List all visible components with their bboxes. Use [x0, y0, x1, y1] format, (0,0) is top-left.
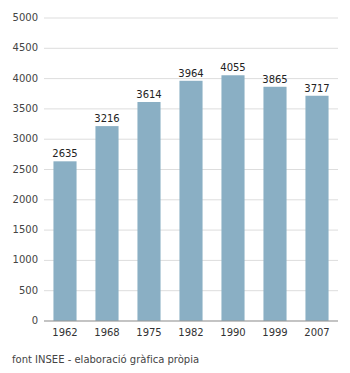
grid-line [44, 18, 338, 19]
bars [53, 75, 328, 321]
chart: 0 500 1000 1500 2000 2500 3000 3500 4000 4500 5000… [0, 0, 350, 373]
data-label: 4055 [220, 62, 245, 73]
x-tick-label: 1968 [94, 327, 119, 338]
y-tick-label: 2000 [13, 194, 38, 205]
data-labels: 2635 3216 3614 3964 4055 3865 3717 [52, 62, 329, 159]
bar [179, 81, 202, 321]
y-tick-label: 0 [32, 315, 38, 326]
x-tick-label: 1975 [136, 327, 161, 338]
grid-line [44, 321, 338, 322]
bar [53, 161, 76, 321]
bar [305, 96, 328, 321]
y-tick-label: 3000 [13, 133, 38, 144]
background [0, 0, 350, 373]
data-label: 3614 [136, 89, 161, 100]
x-axis: 1962 1968 1975 1982 1990 1999 2007 [52, 327, 329, 338]
y-tick-label: 1000 [13, 254, 38, 265]
bar [95, 126, 118, 321]
bar [263, 87, 286, 321]
grid-line [44, 48, 338, 49]
y-tick-label: 1500 [13, 224, 38, 235]
grid [44, 18, 338, 321]
bar [221, 75, 244, 321]
x-tick-label: 1999 [262, 327, 287, 338]
x-tick-label: 1990 [220, 327, 245, 338]
data-label: 3964 [178, 68, 203, 79]
y-tick-label: 500 [19, 285, 38, 296]
x-tick-label: 2007 [304, 327, 329, 338]
x-tick-label: 1962 [52, 327, 77, 338]
data-label: 3717 [304, 83, 329, 94]
x-axis-line [44, 321, 338, 322]
y-tick-label: 4500 [13, 42, 38, 53]
y-tick-label: 4000 [13, 73, 38, 84]
data-label: 3865 [262, 74, 287, 85]
x-tick-label: 1982 [178, 327, 203, 338]
data-label: 3216 [94, 113, 119, 124]
y-tick-label: 3500 [13, 103, 38, 114]
chart-container: 0 500 1000 1500 2000 2500 3000 3500 4000 4500 5000… [0, 0, 350, 373]
y-tick-label: 2500 [13, 164, 38, 175]
y-tick-label: 5000 [13, 12, 38, 23]
bar [137, 102, 160, 321]
y-axis: 0 500 1000 1500 2000 2500 3000 3500 4000 4500 5000 [13, 12, 38, 326]
footnote: font INSEE - elaboració gràfica pròpia [12, 354, 199, 365]
data-label: 2635 [52, 148, 77, 159]
